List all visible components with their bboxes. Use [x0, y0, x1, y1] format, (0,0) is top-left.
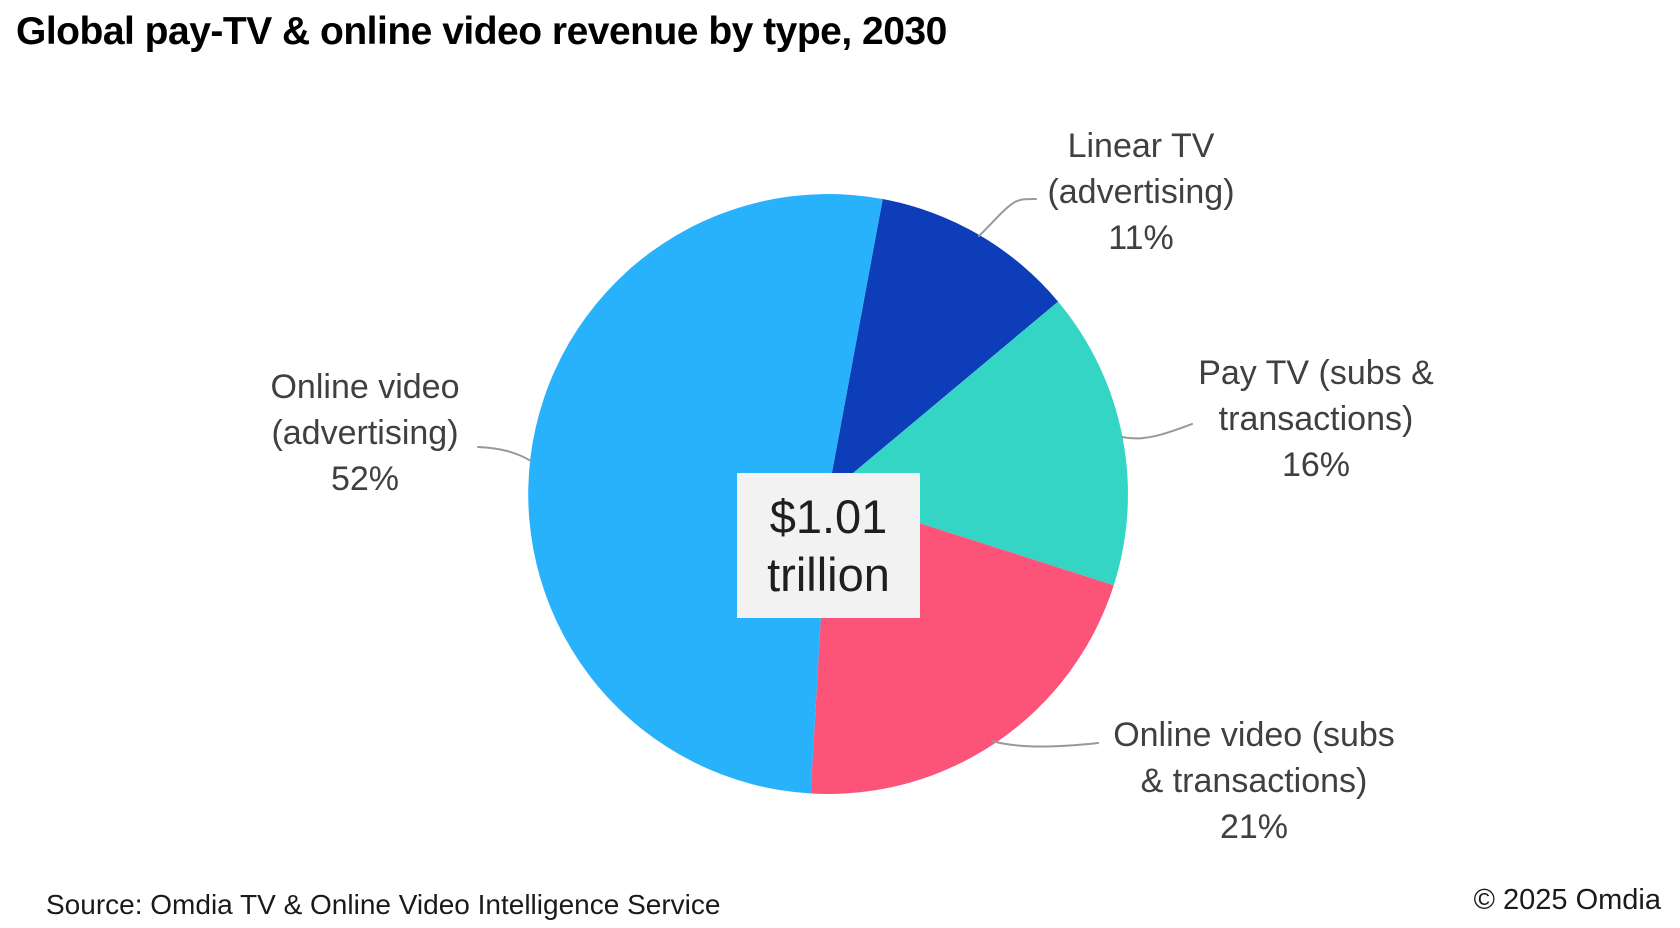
pie-slice-online-video-advertising	[528, 194, 883, 794]
callout-value: 11%	[1108, 219, 1174, 257]
source-note: Source: Omdia TV & Online Video Intellig…	[46, 889, 721, 920]
callout-line: Online video	[270, 368, 460, 406]
pie-center-total-box: $1.01 trillion	[737, 473, 920, 618]
callout-online-video-advertising: Online video (advertising) 52%	[215, 364, 515, 502]
callout-line: & transactions)	[1140, 762, 1368, 800]
total-value: $1.01	[769, 490, 888, 544]
copyright-note: © 2025 Omdia	[1473, 884, 1661, 916]
callout-pay-tv-subs-transactions: Pay TV (subs & transactions) 16%	[1156, 350, 1476, 488]
leader-line-online-video-advertising	[477, 446, 532, 462]
leader-lines	[477, 198, 1193, 748]
pie-slice-linear-tv-advertising	[828, 199, 1059, 494]
total-unit: trillion	[767, 547, 890, 601]
callout-line: Online video (subs	[1113, 716, 1395, 754]
leader-line-pay-tv	[1121, 423, 1193, 440]
callout-value: 16%	[1281, 446, 1351, 484]
callout-line: (advertising)	[1047, 173, 1235, 211]
callout-line: transactions)	[1218, 400, 1414, 438]
chart-title: Global pay-TV & online video revenue by …	[16, 10, 947, 53]
leader-line-linear-tv	[978, 198, 1037, 237]
leader-line-online-video-subs	[991, 740, 1099, 748]
callout-value: 52%	[330, 460, 400, 498]
callout-online-video-subs-transactions: Online video (subs & transactions) 21%	[1064, 712, 1444, 850]
callout-linear-tv-advertising: Linear TV (advertising) 11%	[991, 123, 1291, 261]
callout-value: 21%	[1219, 808, 1289, 846]
callout-line: (advertising)	[271, 414, 459, 452]
callout-line: Linear TV	[1067, 127, 1215, 165]
callout-line: Pay TV (subs &	[1198, 354, 1434, 392]
